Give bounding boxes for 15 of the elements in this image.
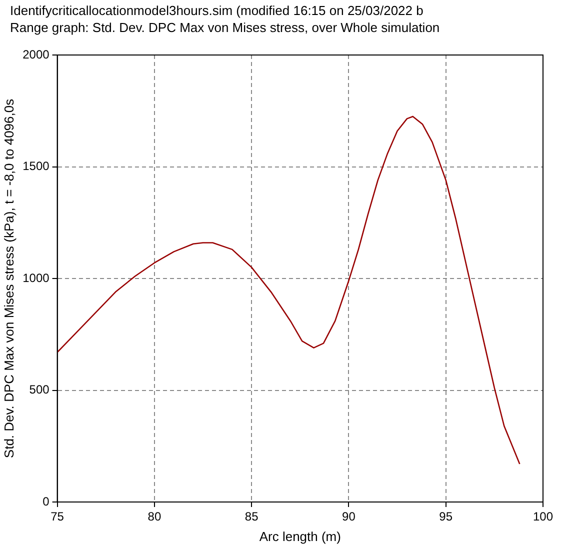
y-tick-label: 2000: [22, 47, 50, 62]
y-axis-title: Std. Dev. DPC Max von Mises stress (kPa), t = -8,0 to 4096,0s: [1, 98, 16, 458]
chart-subtitle: Range graph: Std. Dev. DPC Max von Mises stress, over Whole simulation: [10, 19, 441, 36]
x-tick-label: 80: [148, 510, 162, 524]
x-tick-label: 90: [342, 510, 356, 524]
chart-title: Identifycriticallocationmodel3hours.sim (modified 16:15 on 25/03/2022 b: [10, 2, 424, 19]
x-tick-label: 75: [50, 510, 64, 524]
y-tick-label: 500: [29, 382, 50, 397]
x-tick-label: 95: [439, 510, 453, 524]
x-tick-label: 85: [244, 510, 259, 524]
x-axis-title: Arc length (m): [259, 528, 341, 544]
y-tick-label: 1000: [22, 270, 50, 285]
x-tick-label: 100: [532, 510, 554, 524]
y-tick-label: 0: [42, 494, 50, 508]
y-tick-label: 1500: [22, 159, 50, 174]
